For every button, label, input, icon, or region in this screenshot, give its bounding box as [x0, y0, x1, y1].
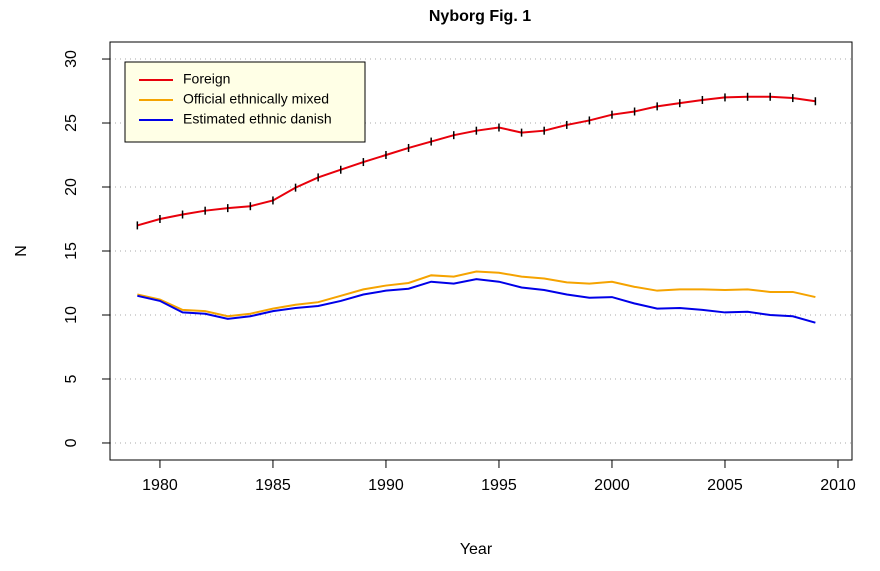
x-tick-label: 1990 — [368, 477, 404, 494]
chart-title: Nyborg Fig. 1 — [429, 8, 531, 25]
x-tick-label: 1995 — [481, 477, 517, 494]
legend-label: Estimated ethnic danish — [183, 111, 332, 127]
x-tick-label: 1985 — [255, 477, 291, 494]
series-line — [137, 270, 816, 318]
x-axis-label: Year — [460, 541, 493, 558]
y-tick-label: 15 — [63, 242, 80, 260]
series-line — [137, 278, 816, 324]
x-tick-label: 1980 — [142, 477, 178, 494]
y-tick-label: 0 — [63, 438, 80, 447]
y-tick-label: 30 — [63, 50, 80, 68]
x-tick-label: 2000 — [594, 477, 630, 494]
y-tick-label: 25 — [63, 114, 80, 132]
legend-label: Foreign — [183, 71, 230, 87]
y-tick-label: 10 — [63, 306, 80, 324]
legend-label: Official ethnically mixed — [183, 91, 329, 107]
legend-box — [124, 61, 366, 143]
y-tick-label: 5 — [63, 374, 80, 383]
y-tick-label: 20 — [63, 178, 80, 196]
plot-frame — [109, 41, 853, 461]
x-tick-label: 2005 — [707, 477, 743, 494]
x-tick-label: 2010 — [820, 477, 856, 494]
y-axis-label: N — [13, 245, 30, 257]
